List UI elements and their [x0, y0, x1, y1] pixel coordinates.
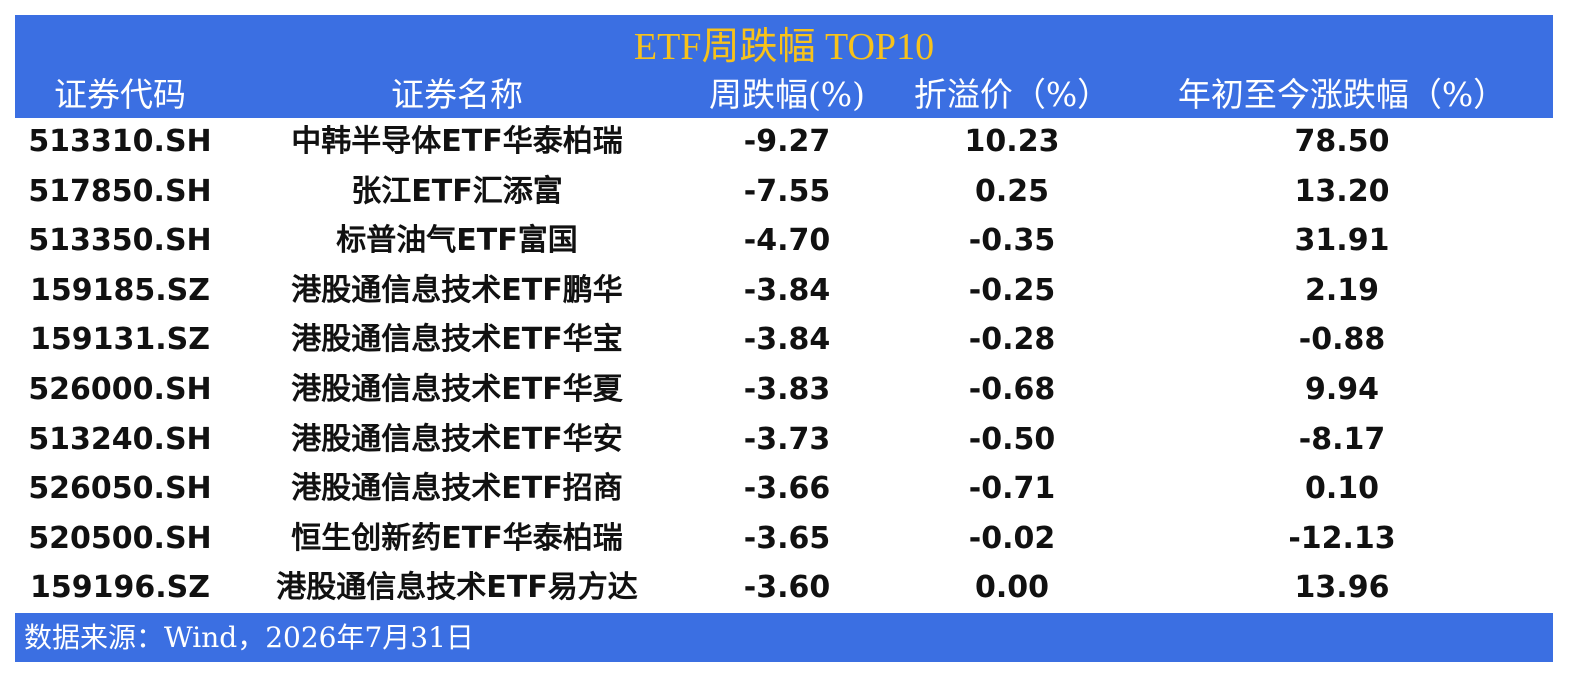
table-cell: -0.71: [968, 471, 1056, 507]
table-cell: 港股通信息技术ETF华安: [291, 421, 623, 457]
table-cell: 0.10: [1304, 471, 1380, 507]
table-cell: 10.23: [964, 124, 1060, 159]
table-cell: -9.27: [743, 124, 831, 159]
table-cell: 78.50: [1294, 124, 1390, 159]
header-band: [15, 15, 1553, 118]
table-cell: 31.91: [1294, 223, 1390, 259]
source-note: 数据来源：Wind，2026年7月31日: [24, 621, 474, 654]
table-cell: 159185.SZ: [30, 272, 210, 308]
table-cell: 港股通信息技术ETF鹏华: [291, 272, 623, 308]
title: ETF周跌幅 TOP10: [633, 26, 935, 68]
table-cell: -0.02: [968, 520, 1056, 556]
table-cell: 港股通信息技术ETF易方达: [276, 570, 638, 606]
table-cell: 13.20: [1294, 173, 1390, 209]
table-cell: -8.17: [1298, 421, 1386, 457]
table-cell: -0.50: [968, 421, 1056, 457]
table-cell: 标普油气ETF富国: [336, 223, 578, 259]
table-cell: 513240.SH: [28, 421, 212, 457]
table-cell: -3.73: [743, 421, 831, 457]
table-cell: 520500.SH: [28, 520, 212, 556]
table-cell: -3.84: [743, 272, 831, 308]
table-cell: 港股通信息技术ETF华宝: [291, 322, 623, 358]
column-header: 证券代码: [54, 75, 186, 114]
table-cell: 中韩半导体ETF华泰柏瑞: [291, 124, 623, 159]
table-cell: -0.68: [968, 372, 1056, 407]
table-cell: -0.25: [968, 272, 1056, 308]
table-cell: -3.60: [743, 570, 831, 606]
table-cell: 517850.SH: [28, 173, 212, 209]
table-cell: 159131.SZ: [30, 322, 210, 358]
column-header: 折溢价（%）: [913, 75, 1111, 114]
table-cell: 526000.SH: [28, 372, 212, 407]
table-cell: -7.55: [743, 173, 831, 209]
table-cell: -0.88: [1298, 322, 1386, 358]
table-cell: 港股通信息技术ETF华夏: [291, 372, 623, 407]
table-cell: 0.00: [974, 570, 1050, 606]
table-cell: -0.28: [968, 322, 1056, 358]
table-cell: 526050.SH: [28, 471, 212, 507]
table-cell: 港股通信息技术ETF招商: [291, 471, 623, 507]
table-cell: 张江ETF汇添富: [351, 173, 563, 209]
column-header: 年初至今涨跌幅（%）: [1177, 75, 1507, 114]
footer-band: [15, 613, 1553, 662]
table-cell: 513350.SH: [28, 223, 212, 259]
column-header: 周跌幅(%): [708, 75, 866, 114]
table-cell: -3.66: [743, 471, 831, 507]
table-cell: 513310.SH: [28, 124, 212, 159]
table-cell: -3.65: [743, 520, 831, 556]
table-cell: 13.96: [1294, 570, 1390, 606]
table-cell: 2.19: [1304, 272, 1380, 308]
column-header: 证券名称: [391, 75, 523, 114]
table-cell: -0.35: [968, 223, 1056, 259]
table-cell: 159196.SZ: [30, 570, 210, 606]
table-cell: -3.83: [743, 372, 831, 407]
table-cell: -4.70: [743, 223, 831, 259]
table-cell: 9.94: [1304, 372, 1380, 407]
table-cell: 恒生创新药ETF华泰柏瑞: [291, 520, 623, 556]
table-cell: -3.84: [743, 322, 831, 358]
table-cell: 0.25: [974, 173, 1050, 209]
table-cell: -12.13: [1288, 520, 1396, 556]
